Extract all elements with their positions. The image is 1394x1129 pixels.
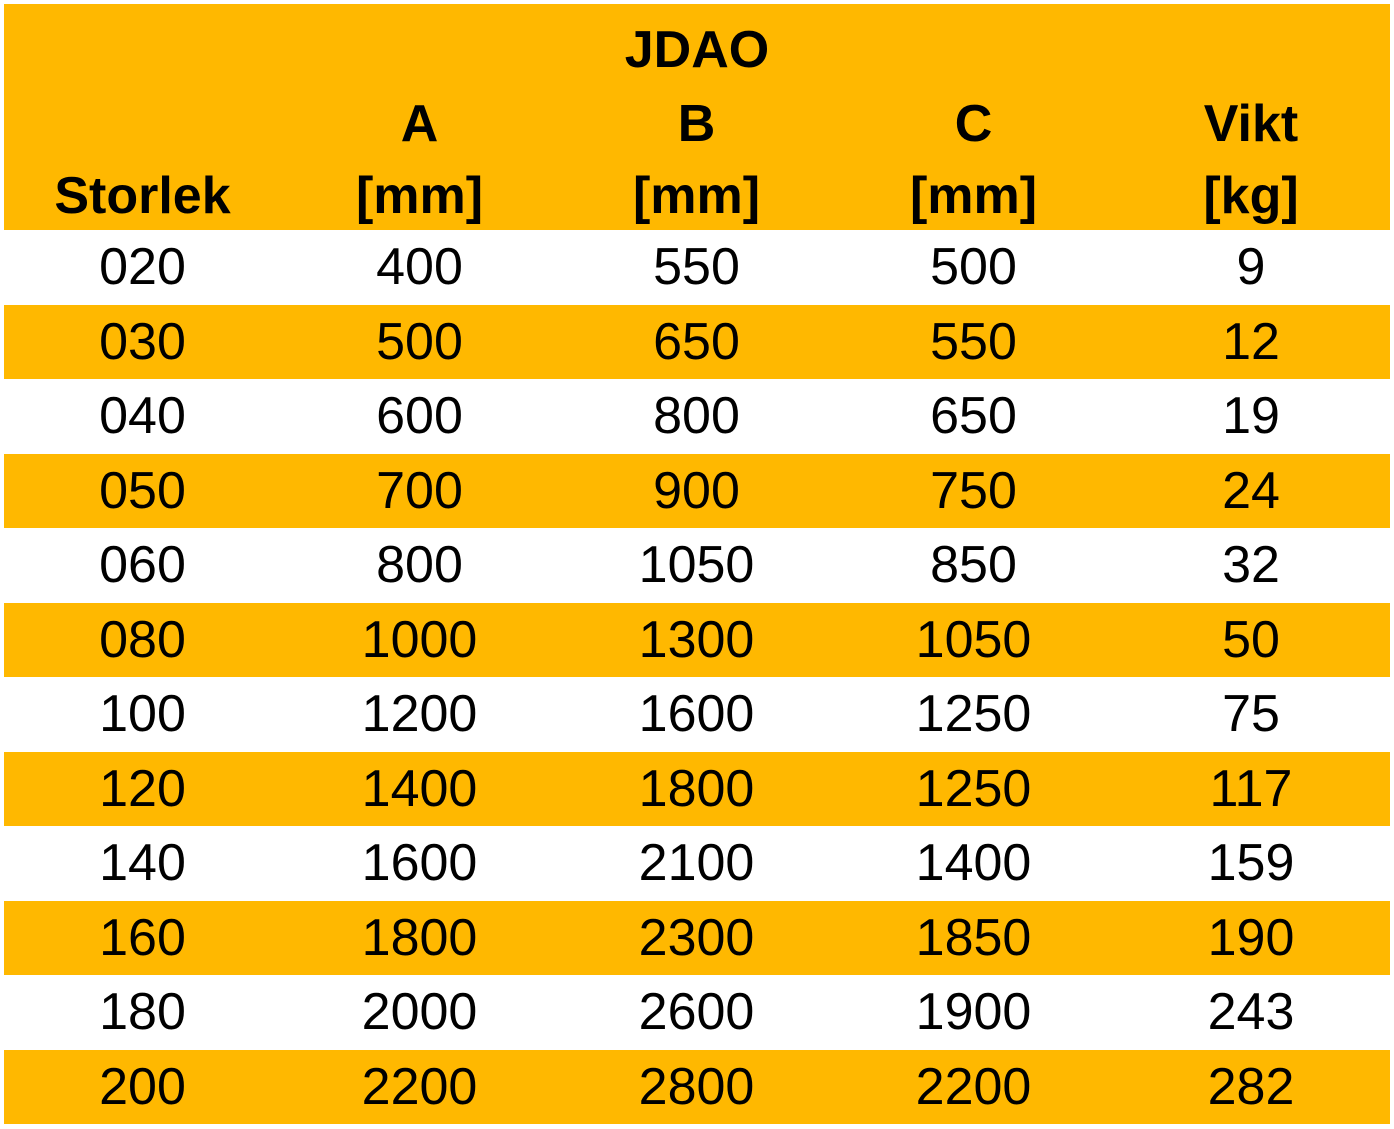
cell-b: 650 [653, 312, 740, 371]
cell-storlek: 200 [99, 1057, 186, 1116]
header-bottom-label: [mm] [355, 167, 484, 225]
cell-storlek: 100 [99, 685, 186, 743]
table-row: 180 2000 2600 1900 243 [4, 975, 1390, 1050]
cell-c: 1250 [915, 685, 1032, 743]
cell-storlek: 040 [99, 387, 186, 445]
table-row: 140 1600 2100 1400 159 [4, 826, 1390, 901]
cell-c: 550 [930, 312, 1017, 371]
cell-b: 1300 [638, 610, 755, 669]
cell-storlek: 030 [99, 312, 186, 371]
cell-b: 550 [653, 238, 740, 296]
cell-c: 2200 [915, 1057, 1032, 1116]
cell-b: 2600 [638, 983, 755, 1041]
cell-a: 2000 [361, 983, 478, 1041]
header-storlek: Storlek [4, 88, 281, 232]
cell-a: 1600 [361, 834, 478, 892]
cell-c: 750 [930, 461, 1017, 520]
cell-storlek: 140 [99, 834, 186, 892]
table-row: 080 1000 1300 1050 50 [4, 602, 1390, 677]
table-row: 060 800 1050 850 32 [4, 528, 1390, 603]
cell-vikt: 243 [1207, 983, 1295, 1041]
header-b: B [mm] [558, 88, 835, 232]
cell-c: 1850 [915, 908, 1032, 967]
header-bottom-label: [mm] [632, 167, 761, 225]
cell-vikt: 190 [1207, 908, 1295, 967]
cell-vikt: 75 [1222, 685, 1280, 743]
header-top-label: C [954, 95, 993, 153]
table-row: 200 2200 2800 2200 282 [4, 1049, 1390, 1124]
header-bottom-label: [kg] [1203, 167, 1299, 225]
cell-storlek: 060 [99, 536, 186, 594]
cell-a: 800 [376, 536, 463, 594]
table-row: 050 700 900 750 24 [4, 453, 1390, 528]
cell-storlek: 160 [99, 908, 186, 967]
cell-a: 1400 [361, 759, 478, 818]
cell-vikt: 12 [1222, 312, 1280, 371]
cell-vikt: 282 [1207, 1057, 1295, 1116]
header-c: C [mm] [835, 88, 1112, 232]
cell-storlek: 120 [99, 759, 186, 818]
cell-vikt: 9 [1236, 238, 1266, 296]
table-row: 020 400 550 500 9 [4, 230, 1390, 305]
cell-b: 800 [653, 387, 740, 445]
cell-a: 1000 [361, 610, 478, 669]
cell-vikt: 117 [1209, 759, 1293, 818]
cell-c: 850 [930, 536, 1017, 594]
cell-a: 600 [376, 387, 463, 445]
cell-c: 1250 [915, 759, 1032, 818]
cell-a: 1800 [361, 908, 478, 967]
cell-storlek: 020 [99, 238, 186, 296]
cell-c: 1400 [915, 834, 1032, 892]
cell-a: 700 [376, 461, 463, 520]
header-top-label: A [400, 95, 439, 153]
cell-c: 1050 [915, 610, 1032, 669]
cell-c: 1900 [915, 983, 1032, 1041]
cell-vikt: 159 [1207, 834, 1295, 892]
cell-c: 650 [930, 387, 1017, 445]
table-body: 020 400 550 500 9 030 500 650 550 12 040… [4, 230, 1390, 1124]
header-bottom-label: [mm] [909, 167, 1038, 225]
cell-a: 2200 [361, 1057, 478, 1116]
table-row: 160 1800 2300 1850 190 [4, 900, 1390, 975]
cell-b: 900 [653, 461, 740, 520]
header-vikt: Vikt [kg] [1112, 88, 1390, 232]
table-title: JDAO [624, 21, 770, 79]
cell-a: 1200 [361, 685, 478, 743]
cell-storlek: 180 [99, 983, 186, 1041]
cell-b: 2100 [638, 834, 755, 892]
table-row: 030 500 650 550 12 [4, 304, 1390, 379]
header-top-label: B [677, 95, 716, 153]
cell-storlek: 050 [99, 461, 186, 520]
header-a: A [mm] [281, 88, 558, 232]
cell-vikt: 32 [1222, 536, 1280, 594]
cell-c: 500 [930, 238, 1017, 296]
cell-b: 1600 [638, 685, 755, 743]
header-top-label [4, 88, 281, 160]
cell-vikt: 24 [1222, 461, 1280, 520]
cell-vikt: 50 [1222, 610, 1280, 669]
cell-b: 1050 [638, 536, 755, 594]
cell-storlek: 080 [99, 610, 186, 669]
cell-b: 2300 [638, 908, 755, 967]
cell-b: 1800 [638, 759, 755, 818]
table-header: JDAO Storlek A [mm] B [mm] C [mm] Vikt [… [4, 4, 1390, 230]
table-row: 120 1400 1800 1250 117 [4, 751, 1390, 826]
header-bottom-label: Storlek [54, 167, 231, 225]
header-top-label: Vikt [1203, 95, 1299, 153]
table-row: 040 600 800 650 19 [4, 379, 1390, 454]
cell-b: 2800 [638, 1057, 755, 1116]
cell-a: 500 [376, 312, 463, 371]
table-row: 100 1200 1600 1250 75 [4, 677, 1390, 752]
cell-a: 400 [376, 238, 463, 296]
cell-vikt: 19 [1222, 387, 1280, 445]
